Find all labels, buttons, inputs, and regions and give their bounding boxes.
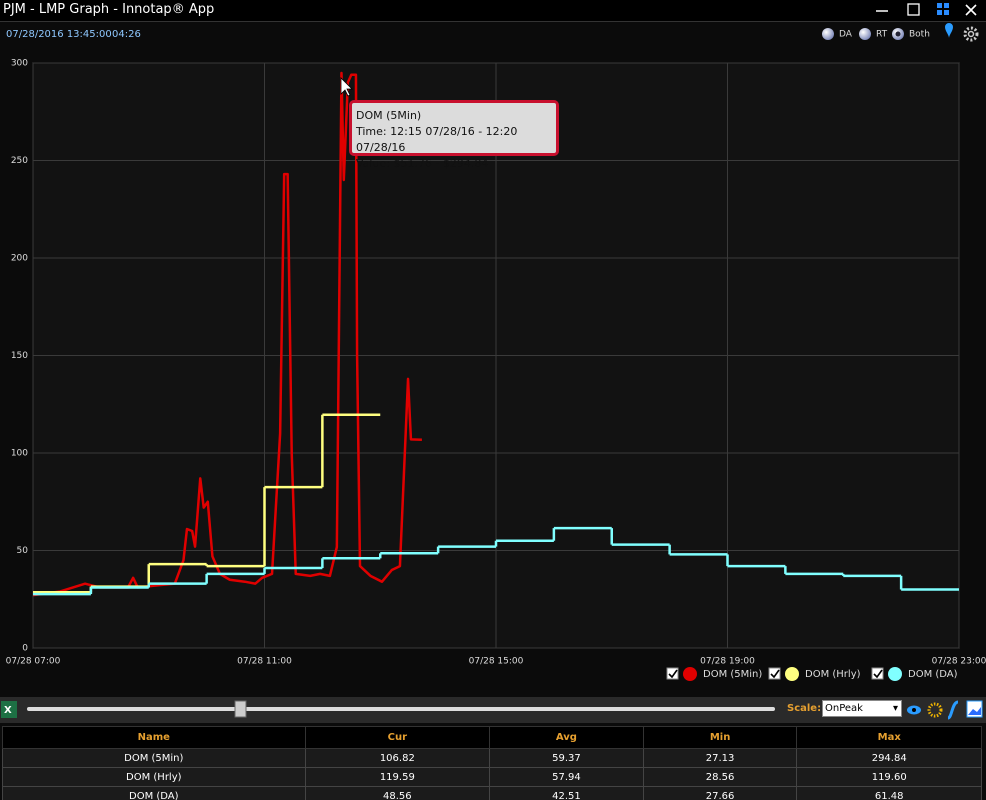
column-header: Avg (489, 726, 644, 749)
header-row: Name Cur Avg Min Max (2, 726, 982, 749)
settings-icon[interactable] (963, 26, 979, 42)
maximize-button[interactable] (907, 3, 920, 16)
excel-icon-glyph: X (4, 705, 12, 716)
table-cell: 61.48 (796, 786, 982, 800)
dropdown-arrow: ▾ (892, 703, 898, 714)
time-slider-thumb[interactable] (234, 700, 247, 718)
scale-dropdown[interactable]: OnPeak ▾ (822, 700, 902, 717)
legend-label: DOM (5Min) (703, 669, 762, 680)
legend-swatch (785, 667, 799, 681)
y-tick-label: 0 (22, 644, 28, 654)
window-buttons (876, 3, 977, 16)
radio-label: RT (876, 30, 888, 40)
view-icon-pupil (912, 708, 916, 712)
radio-label: DA (839, 30, 853, 40)
column-header: Min (642, 726, 798, 749)
table-cell: 119.60 (796, 767, 982, 787)
table-cell: 106.82 (304, 748, 491, 768)
location-icon[interactable] (945, 23, 953, 38)
table-cell: 294.84 (796, 748, 982, 768)
table-cell: DOM (5Min) (2, 748, 306, 768)
legend-checkmark (770, 669, 780, 679)
x-tick-label: 07/28 15:00 (469, 657, 524, 667)
table-cell: 42.51 (489, 786, 644, 800)
legend-checkmark (668, 669, 678, 679)
legend-label: DOM (DA) (908, 669, 958, 680)
column-header: Name (2, 726, 306, 749)
y-tick-label: 50 (17, 546, 29, 556)
table-cell: DOM (Hrly) (2, 767, 306, 787)
legend-swatch (683, 667, 697, 681)
control-bar: X Scale: OnPeak ▾ (0, 697, 986, 723)
column-header: Max (796, 726, 982, 749)
countdown: 04:26 (112, 29, 141, 40)
legend-label: DOM (Hrly) (805, 669, 861, 680)
smooth-icon[interactable] (947, 700, 959, 720)
settings-icon-center (967, 30, 975, 38)
refresh-icon[interactable] (927, 702, 943, 718)
radio-dot (895, 31, 901, 37)
table-row: DOM (DA) 48.56 42.51 27.66 61.48 (2, 786, 982, 800)
tooltip: DOM (5Min) Time: 12:15 07/28/16 - 12:20 … (349, 100, 559, 170)
radio-da[interactable] (822, 28, 834, 40)
excel-icon[interactable] (1, 701, 17, 718)
y-tick-label: 200 (11, 254, 28, 264)
table-cell: 119.59 (304, 767, 491, 787)
chart-icon-glyph (968, 707, 981, 715)
radio-rt[interactable] (859, 28, 871, 40)
stats-table: Name Cur Avg Min Max DOM (5Min) 106.82 59.37 27.… (2, 726, 982, 800)
y-tick-label: 300 (11, 59, 28, 69)
legend-swatch (888, 667, 902, 681)
x-tick-label: 07/28 23:00 (932, 657, 986, 667)
radio-label: Both (909, 30, 930, 40)
datetime: 07/28/2016 13:45:00 (6, 29, 112, 40)
scale-value: OnPeak (825, 703, 863, 714)
window-title: PJM - LMP Graph - Innotap® App (3, 2, 215, 17)
control-icons: X (1, 700, 983, 720)
table-cell: 59.37 (489, 748, 644, 768)
table-cell: 57.94 (489, 767, 644, 787)
scale-label: Scale: (787, 703, 822, 714)
y-tick-label: 150 (11, 351, 28, 361)
table-row: DOM (Hrly) 119.59 57.94 28.56 119.60 (2, 767, 982, 787)
tooltip-time: Time: 12:15 07/28/16 - 12:20 07/28/16 (356, 125, 518, 154)
x-tick-label: 07/28 11:00 (237, 657, 292, 667)
legend-checkbox[interactable] (768, 667, 781, 680)
table-cell: DOM (DA) (2, 786, 306, 800)
table-row: DOM (5Min) 106.82 59.37 27.13 294.84 (2, 748, 982, 768)
table-cell: 48.56 (304, 786, 491, 800)
table-cell: 27.66 (642, 786, 798, 800)
legend-checkmark (873, 669, 883, 679)
x-tick-label: 07/28 07:00 (6, 657, 61, 667)
mouse-cursor (340, 77, 353, 97)
time-slider-track[interactable] (27, 707, 775, 711)
table-cell: 27.13 (642, 748, 798, 768)
y-tick-label: 100 (11, 449, 28, 459)
x-tick-label: 07/28 19:00 (700, 657, 755, 667)
legend-checkbox[interactable] (666, 667, 679, 680)
column-header: Cur (304, 726, 491, 749)
close-button[interactable] (965, 4, 977, 16)
table-cell: 28.56 (642, 767, 798, 787)
y-tick-label: 250 (11, 156, 28, 166)
layout-button[interactable] (937, 3, 949, 15)
legend-checkbox[interactable] (871, 667, 884, 680)
title-bar: PJM - LMP Graph - Innotap® App (0, 0, 986, 22)
tooltip-value: Value: $51.76 - $294.84 (356, 157, 489, 170)
tooltip-title: DOM (5Min) (356, 109, 422, 122)
